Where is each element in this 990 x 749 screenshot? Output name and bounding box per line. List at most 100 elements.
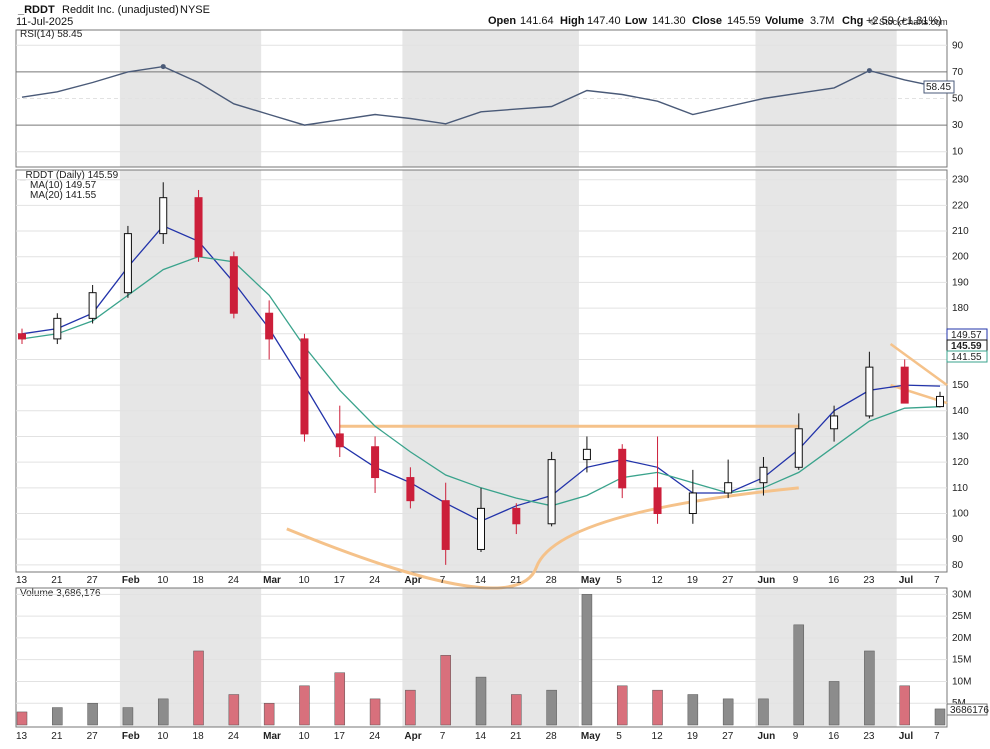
x-axis-tick-label: 24: [228, 731, 240, 742]
x-axis-tick-label: 27: [722, 575, 734, 586]
month-shade: [755, 170, 897, 572]
candle-body: [830, 415, 839, 430]
x-axis-tick-label: 16: [828, 731, 840, 742]
rsi-badge-box: [923, 80, 955, 94]
volume-badge-box: [946, 703, 988, 716]
volume-bar: [864, 650, 875, 726]
low-value: 141.30: [652, 15, 686, 27]
x-axis-tick-label: 24: [369, 731, 381, 742]
x-axis-tick-label: May: [581, 731, 601, 742]
volume-tick-label: 15M: [952, 655, 971, 666]
rsi-panel: RSI(14) 58.45 90 70 50 30 10 58.45: [15, 29, 964, 168]
exchange: NYSE: [180, 4, 210, 16]
price-tick-label: 130: [952, 431, 969, 442]
x-axis-tick-label: 21: [510, 731, 522, 742]
candle-body: [441, 500, 450, 550]
x-axis-tick-label: 10: [298, 575, 310, 586]
low-label: Low: [625, 15, 647, 27]
x-axis-tick-label: 10: [298, 731, 310, 742]
volume-bar: [263, 702, 275, 726]
period-shading: [119, 30, 897, 727]
volume-tick-label: 30M: [952, 589, 971, 600]
candle-body: [335, 433, 344, 448]
candle-body: [512, 507, 521, 525]
volume-label: Volume: [765, 15, 804, 27]
company-name: Reddit Inc. (unadjusted): [62, 4, 179, 16]
candle-body: [688, 492, 697, 515]
candle-body: [406, 477, 415, 502]
open-value: 141.64: [520, 15, 554, 27]
rsi-tick-label: 90: [952, 40, 964, 51]
x-axis-tick-label: 5: [616, 575, 622, 586]
volume-bar: [405, 689, 416, 726]
candles: [18, 182, 944, 565]
x-axis-tick-label: 19: [687, 731, 699, 742]
volume-bar: [87, 702, 98, 726]
month-shade: [402, 30, 579, 167]
close-value: 145.59: [727, 15, 761, 27]
x-axis-tick-label: 16: [828, 575, 840, 586]
x-axis-tick-label: 23: [863, 731, 875, 742]
price-legend-main: _RDDT (Daily) 145.59: [19, 170, 119, 181]
symbol: _RDDT: [17, 4, 55, 16]
x-axis-tick-label: Mar: [263, 731, 281, 742]
volume-bar: [475, 676, 487, 726]
rsi-overbought-point: [160, 64, 166, 70]
volume-bar: [16, 711, 28, 726]
rsi-line: [21, 64, 941, 126]
volume-value: 3.7M: [810, 15, 834, 27]
x-axis-tick-label: 27: [722, 731, 734, 742]
volume-bar: [52, 707, 63, 726]
candle-body: [53, 317, 62, 340]
volume-panel: Volume 3,686,176 30M25M20M15M10M5M 36861…: [15, 587, 989, 728]
x-axis-tick-label: 19: [687, 575, 699, 586]
candle-body: [582, 448, 591, 461]
price-tick-label: 150: [952, 380, 969, 391]
x-axis-tick-label: Jul: [899, 731, 914, 742]
ma20-badge: 141.55: [951, 352, 982, 363]
chg-label: Chg: [842, 15, 863, 27]
price-tick-label: 230: [952, 175, 969, 186]
volume-badge: 3686176: [950, 705, 989, 716]
volume-bar: [546, 689, 557, 726]
price-legend-ma20: MA(20) 141.55: [30, 190, 97, 201]
x-axis-tick-label: 27: [87, 575, 99, 586]
price-tick-label: 200: [952, 252, 969, 263]
ma20-line: [21, 256, 941, 507]
chart-date: 11-Jul-2025: [16, 16, 73, 28]
price-tick-label: 140: [952, 406, 969, 417]
volume-bar: [828, 681, 840, 726]
x-axis-tick-label: 18: [193, 731, 205, 742]
volume-tick-label: 25M: [952, 611, 971, 622]
volume-tick-label: 10M: [952, 676, 971, 687]
x-axis-tick-label: 10: [157, 731, 169, 742]
chg-value: +2.59 (+1.81%): [866, 15, 942, 27]
x-axis-tick-label: 7: [934, 575, 940, 586]
x-axis-tick-label: Apr: [404, 731, 421, 742]
rounding-bottom-arc: [286, 486, 799, 590]
x-axis-tick-label: Feb: [122, 575, 140, 586]
x-axis-tick-label: 12: [652, 575, 664, 586]
x-axis-tick-label: 14: [475, 731, 487, 742]
price-legend-ma10: MA(10) 149.57: [30, 180, 97, 191]
volume-bar: [228, 694, 240, 726]
pennant-upper: [889, 343, 948, 387]
candle-body: [618, 448, 627, 489]
x-axis-tick-label: 13: [16, 731, 28, 742]
month-shade: [119, 588, 262, 727]
candle-body: [794, 428, 803, 468]
volume-bars: [16, 594, 946, 726]
price-tick-label: 180: [952, 303, 969, 314]
candle-body: [265, 312, 274, 340]
x-axis-tick-label: 21: [51, 575, 63, 586]
candle-body: [865, 366, 874, 417]
price-tick-label: 110: [952, 483, 968, 494]
rsi-badge: 58.45: [926, 82, 951, 93]
candle-body: [547, 459, 556, 525]
candle-body: [229, 256, 238, 314]
x-axis-tick-label: Jun: [757, 731, 775, 742]
volume-bar: [722, 698, 734, 726]
month-shade: [755, 588, 897, 727]
month-shade: [119, 30, 262, 167]
